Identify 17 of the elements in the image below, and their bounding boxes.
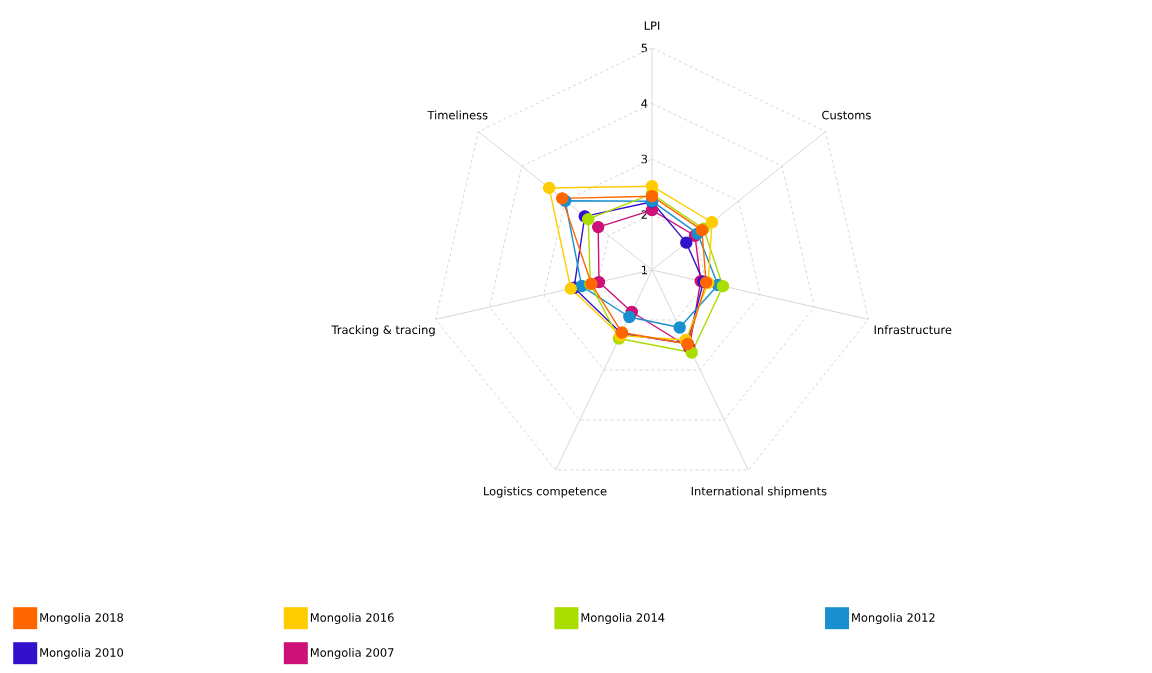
y-tick-label: 1	[641, 265, 647, 275]
y-tick-label: 3	[641, 154, 648, 164]
legend-label: Mongolia 2014	[581, 612, 665, 625]
y-tick-label: 4	[641, 99, 648, 108]
spoke-label: Timeliness	[427, 110, 488, 120]
y-tick-label: 5	[641, 43, 647, 53]
spoke-label: LPI	[644, 21, 660, 30]
legend-label: Mongolia 2018	[40, 612, 124, 625]
legend-label: Mongolia 2012	[852, 612, 935, 625]
spoke-label: Customs	[822, 110, 871, 120]
spoke-label: Logistics competence	[484, 486, 607, 498]
spoke-label: International shipments	[691, 486, 827, 498]
legend-label: Mongolia 2010	[40, 647, 124, 660]
legend-label: Mongolia 2007	[310, 647, 394, 660]
spoke-label: Infrastructure	[874, 325, 952, 335]
spoke-label: Tracking & tracing	[331, 325, 435, 337]
legend-label: Mongolia 2016	[310, 612, 394, 625]
